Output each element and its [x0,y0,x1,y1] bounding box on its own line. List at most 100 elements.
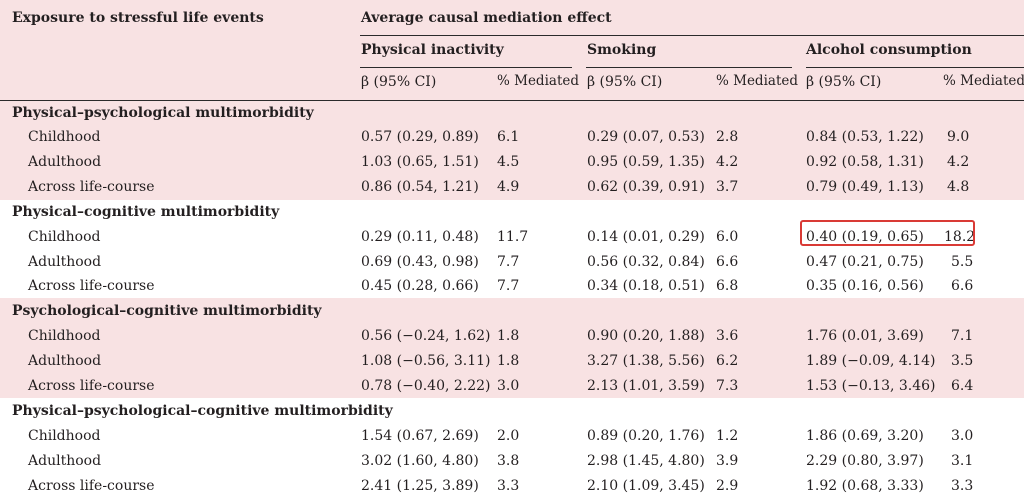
row-label: Across life-course [28,478,155,494]
cell-al-pct: 4.8 [947,179,970,195]
cell-al-pct: 4.2 [947,154,970,170]
header-beta-2: β (95% CI) [587,74,663,90]
row-label: Childhood [28,129,101,145]
cell-pi-beta: 0.57 (0.29, 0.89) [361,129,479,145]
cell-sm-pct: 1.2 [716,428,739,444]
rule-group-3 [806,67,1024,68]
cell-al-pct: 5.5 [951,254,974,270]
section-band-1 [0,101,1024,200]
cell-al-pct: 7.1 [951,328,974,344]
cell-pi-pct: 3.8 [497,453,520,469]
cell-al-beta: 2.29 (0.80, 3.97) [806,453,924,469]
row-label: Across life-course [28,378,155,394]
cell-al-beta: 1.89 (−0.09, 4.14) [806,353,936,369]
rule-header-bottom [0,100,1024,101]
header-band [0,0,1024,101]
cell-pi-pct: 3.0 [497,378,520,394]
cell-pi-beta: 3.02 (1.60, 4.80) [361,453,479,469]
cell-al-beta: 0.92 (0.58, 1.31) [806,154,924,170]
row-label: Across life-course [28,278,155,294]
cell-pi-beta: 0.86 (0.54, 1.21) [361,179,479,195]
row-label: Across life-course [28,179,155,195]
cell-pi-beta: 1.03 (0.65, 1.51) [361,154,479,170]
cell-pi-pct: 11.7 [497,229,529,245]
cell-al-pct: 6.6 [951,278,974,294]
section-band-4 [0,398,1024,500]
cell-pi-beta: 0.29 (0.11, 0.48) [361,229,479,245]
cell-al-beta: 1.76 (0.01, 3.69) [806,328,924,344]
cell-pi-pct: 6.1 [497,129,520,145]
cell-al-beta: 1.86 (0.69, 3.20) [806,428,924,444]
cell-sm-beta: 2.10 (1.09, 3.45) [587,478,705,494]
cell-sm-beta: 0.34 (0.18, 0.51) [587,278,705,294]
cell-pi-pct: 7.7 [497,254,520,270]
cell-sm-beta: 2.98 (1.45, 4.80) [587,453,705,469]
cell-sm-beta: 3.27 (1.38, 5.56) [587,353,705,369]
row-label: Childhood [28,428,101,444]
cell-sm-beta: 0.95 (0.59, 1.35) [587,154,705,170]
cell-sm-beta: 0.29 (0.07, 0.53) [587,129,705,145]
section-title: Psychological–cognitive multimorbidity [12,303,322,319]
header-group-alcohol: Alcohol consumption [806,42,972,58]
cell-al-beta: 1.53 (−0.13, 3.46) [806,378,936,394]
section-band-2 [0,200,1024,298]
cell-pi-pct: 1.8 [497,353,520,369]
row-label: Childhood [28,328,101,344]
cell-al-beta: 0.79 (0.49, 1.13) [806,179,924,195]
cell-al-pct: 3.3 [951,478,974,494]
cell-al-beta: 0.35 (0.16, 0.56) [806,278,924,294]
cell-al-beta: 0.47 (0.21, 0.75) [806,254,924,270]
cell-sm-pct: 7.3 [716,378,739,394]
cell-sm-beta: 0.90 (0.20, 1.88) [587,328,705,344]
cell-al-beta: 0.40 (0.19, 0.65) [806,229,924,245]
cell-al-pct: 6.4 [951,378,974,394]
cell-pi-beta: 1.08 (−0.56, 3.11) [361,353,491,369]
cell-sm-pct: 6.8 [716,278,739,294]
cell-sm-pct: 6.2 [716,353,739,369]
cell-al-pct: 3.0 [951,428,974,444]
rule-group-1 [360,67,572,68]
header-beta-1: β (95% CI) [361,74,437,90]
header-beta-3: β (95% CI) [806,74,882,90]
header-group-physical-inactivity: Physical inactivity [361,42,504,58]
section-title: Physical–psychological multimorbidity [12,105,314,121]
cell-al-pct: 3.5 [951,353,974,369]
cell-pi-pct: 2.0 [497,428,520,444]
highlight-box [800,220,975,246]
cell-sm-beta: 0.89 (0.20, 1.76) [587,428,705,444]
header-group-smoking: Smoking [587,42,657,58]
cell-sm-pct: 3.7 [716,179,739,195]
cell-pi-beta: 0.45 (0.28, 0.66) [361,278,479,294]
cell-pi-pct: 3.3 [497,478,520,494]
header-main: Average causal mediation effect [361,10,612,26]
cell-sm-pct: 4.2 [716,154,739,170]
cell-sm-pct: 6.0 [716,229,739,245]
cell-al-pct: 18.2 [944,229,976,245]
cell-al-pct: 3.1 [951,453,974,469]
cell-sm-beta: 0.56 (0.32, 0.84) [587,254,705,270]
cell-sm-pct: 6.6 [716,254,739,270]
header-pct-1: % Mediated [497,73,579,89]
header-pct-3: % Mediated [943,73,1024,89]
row-label: Adulthood [28,254,102,270]
cell-sm-beta: 0.14 (0.01, 0.29) [587,229,705,245]
row-label: Adulthood [28,453,102,469]
rule-group-2 [586,67,792,68]
cell-sm-pct: 2.9 [716,478,739,494]
cell-sm-pct: 3.9 [716,453,739,469]
row-label: Adulthood [28,154,102,170]
row-label: Childhood [28,229,101,245]
cell-pi-pct: 4.5 [497,154,520,170]
section-band-3 [0,298,1024,398]
cell-al-pct: 9.0 [947,129,970,145]
header-pct-2: % Mediated [716,73,798,89]
header-exposure: Exposure to stressful life events [12,10,264,26]
cell-al-beta: 1.92 (0.68, 3.33) [806,478,924,494]
cell-sm-beta: 2.13 (1.01, 3.59) [587,378,705,394]
cell-sm-pct: 3.6 [716,328,739,344]
rule-main-header [360,35,1024,36]
cell-pi-beta: 0.69 (0.43, 0.98) [361,254,479,270]
row-label: Adulthood [28,353,102,369]
cell-pi-beta: 0.78 (−0.40, 2.22) [361,378,491,394]
